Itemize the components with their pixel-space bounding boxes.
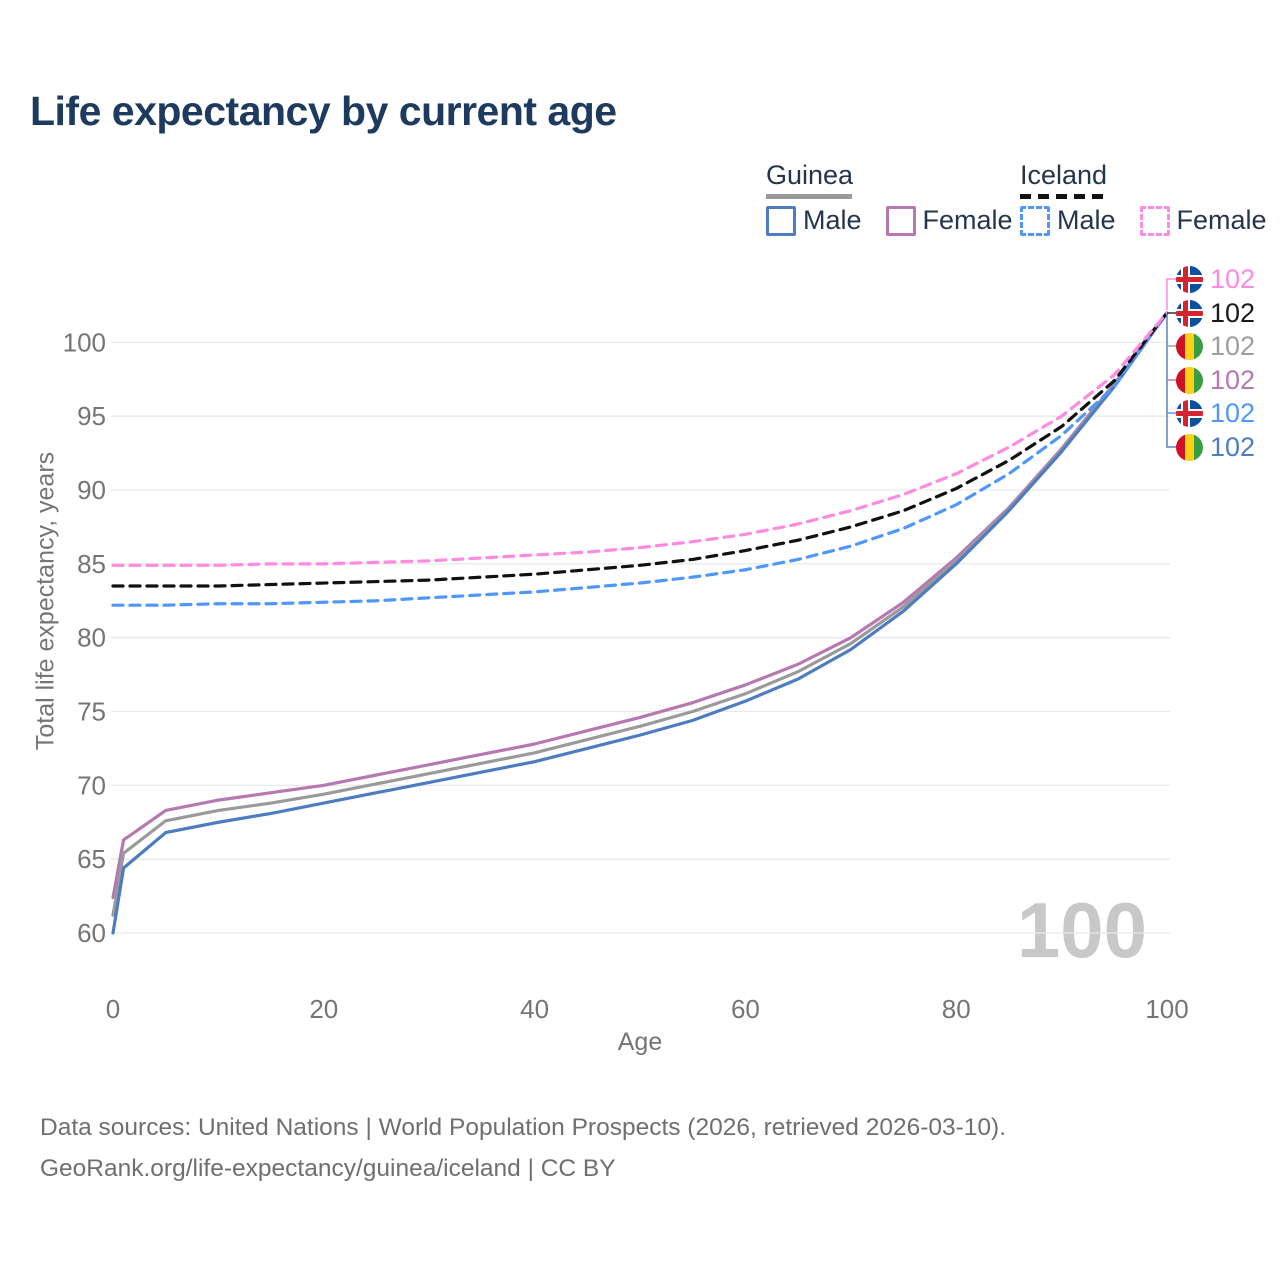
y-tick-label: 75	[77, 697, 106, 727]
leader-line-bottom	[1166, 314, 1178, 448]
guinea-male-label[interactable]: Male	[803, 205, 862, 235]
guinea-flag-icon	[1176, 433, 1203, 461]
series-line-guinea-both[interactable]	[111, 311, 1169, 917]
iceland-flag-icon	[1176, 299, 1203, 327]
end-value-iceland-both: 102	[1210, 297, 1256, 328]
legend-group-guinea: Guinea Male Female	[766, 160, 1013, 236]
series-line-iceland-both[interactable]	[111, 311, 1169, 588]
y-tick-label: 80	[77, 623, 106, 653]
y-tick-label: 90	[77, 475, 106, 505]
y-tick-label: 60	[77, 918, 106, 948]
legend-group-iceland: Iceland Male Female	[1020, 160, 1267, 236]
iceland-flag-icon	[1176, 399, 1203, 427]
watermark-age-counter: 100	[1017, 886, 1147, 974]
page-title: Life expectancy by current age	[30, 88, 617, 134]
iceland-male-label[interactable]: Male	[1057, 205, 1116, 235]
guinea-male-swatch[interactable]	[766, 205, 796, 236]
guinea-flag-icon	[1176, 366, 1203, 394]
leader-line-top	[1166, 278, 1178, 310]
end-value-guinea-both: 102	[1210, 330, 1256, 361]
series-end-label-iceland-male: 102	[1176, 398, 1255, 428]
y-tick-label: 70	[77, 770, 106, 800]
legend-iceland-title[interactable]: Iceland	[1020, 160, 1108, 190]
series-end-label-guinea-both: 102	[1176, 331, 1255, 361]
legend-iceland-items: Male Female	[1020, 205, 1280, 236]
x-tick-label: 0	[106, 994, 120, 1024]
end-value-guinea-female: 102	[1210, 364, 1256, 395]
iceland-flag-icon	[1176, 265, 1203, 293]
iceland-male-swatch[interactable]	[1020, 205, 1050, 236]
x-tick-label: 20	[309, 994, 338, 1024]
x-tick-label: 60	[731, 994, 760, 1024]
legend-guinea-title[interactable]: Guinea	[766, 160, 854, 190]
series-end-label-guinea-female: 102	[1176, 365, 1255, 395]
guinea-female-swatch[interactable]	[885, 205, 916, 236]
y-tick-label: 100	[63, 327, 106, 357]
x-tick-label: 40	[520, 994, 549, 1024]
series-line-iceland-female[interactable]	[111, 311, 1169, 567]
series-end-label-guinea-male: 102	[1176, 432, 1255, 462]
series-end-label-iceland-both: 102	[1176, 298, 1255, 328]
iceland-female-label[interactable]: Female	[1176, 205, 1267, 235]
series-line-iceland-male[interactable]	[111, 311, 1169, 607]
y-tick-label: 95	[77, 401, 106, 431]
footer-attribution-link: GeoRank.org/life-expectancy/guinea/icela…	[40, 1155, 616, 1182]
series-line-guinea-male[interactable]	[111, 311, 1169, 935]
series-end-label-iceland-female: 102	[1176, 264, 1255, 294]
end-value-iceland-female: 102	[1210, 263, 1256, 294]
x-tick-label: 100	[1145, 994, 1188, 1024]
footer: Data sources: United Nations | World Pop…	[40, 1107, 1006, 1189]
iceland-both-sexes-line-swatch	[1020, 194, 1106, 199]
y-tick-label: 65	[77, 844, 106, 874]
iceland-female-swatch[interactable]	[1139, 205, 1170, 236]
legend-guinea-items: Male Female	[766, 205, 1037, 236]
end-value-iceland-male: 102	[1210, 397, 1256, 428]
end-value-guinea-male: 102	[1210, 431, 1256, 462]
y-tick-label: 85	[77, 549, 106, 579]
guinea-both-sexes-line-swatch	[766, 194, 852, 199]
x-tick-label: 80	[942, 994, 971, 1024]
x-axis-title: Age	[618, 1028, 662, 1056]
guinea-flag-icon	[1176, 332, 1203, 360]
guinea-female-label[interactable]: Female	[922, 205, 1013, 235]
footer-data-sources: Data sources: United Nations | World Pop…	[40, 1114, 1007, 1141]
